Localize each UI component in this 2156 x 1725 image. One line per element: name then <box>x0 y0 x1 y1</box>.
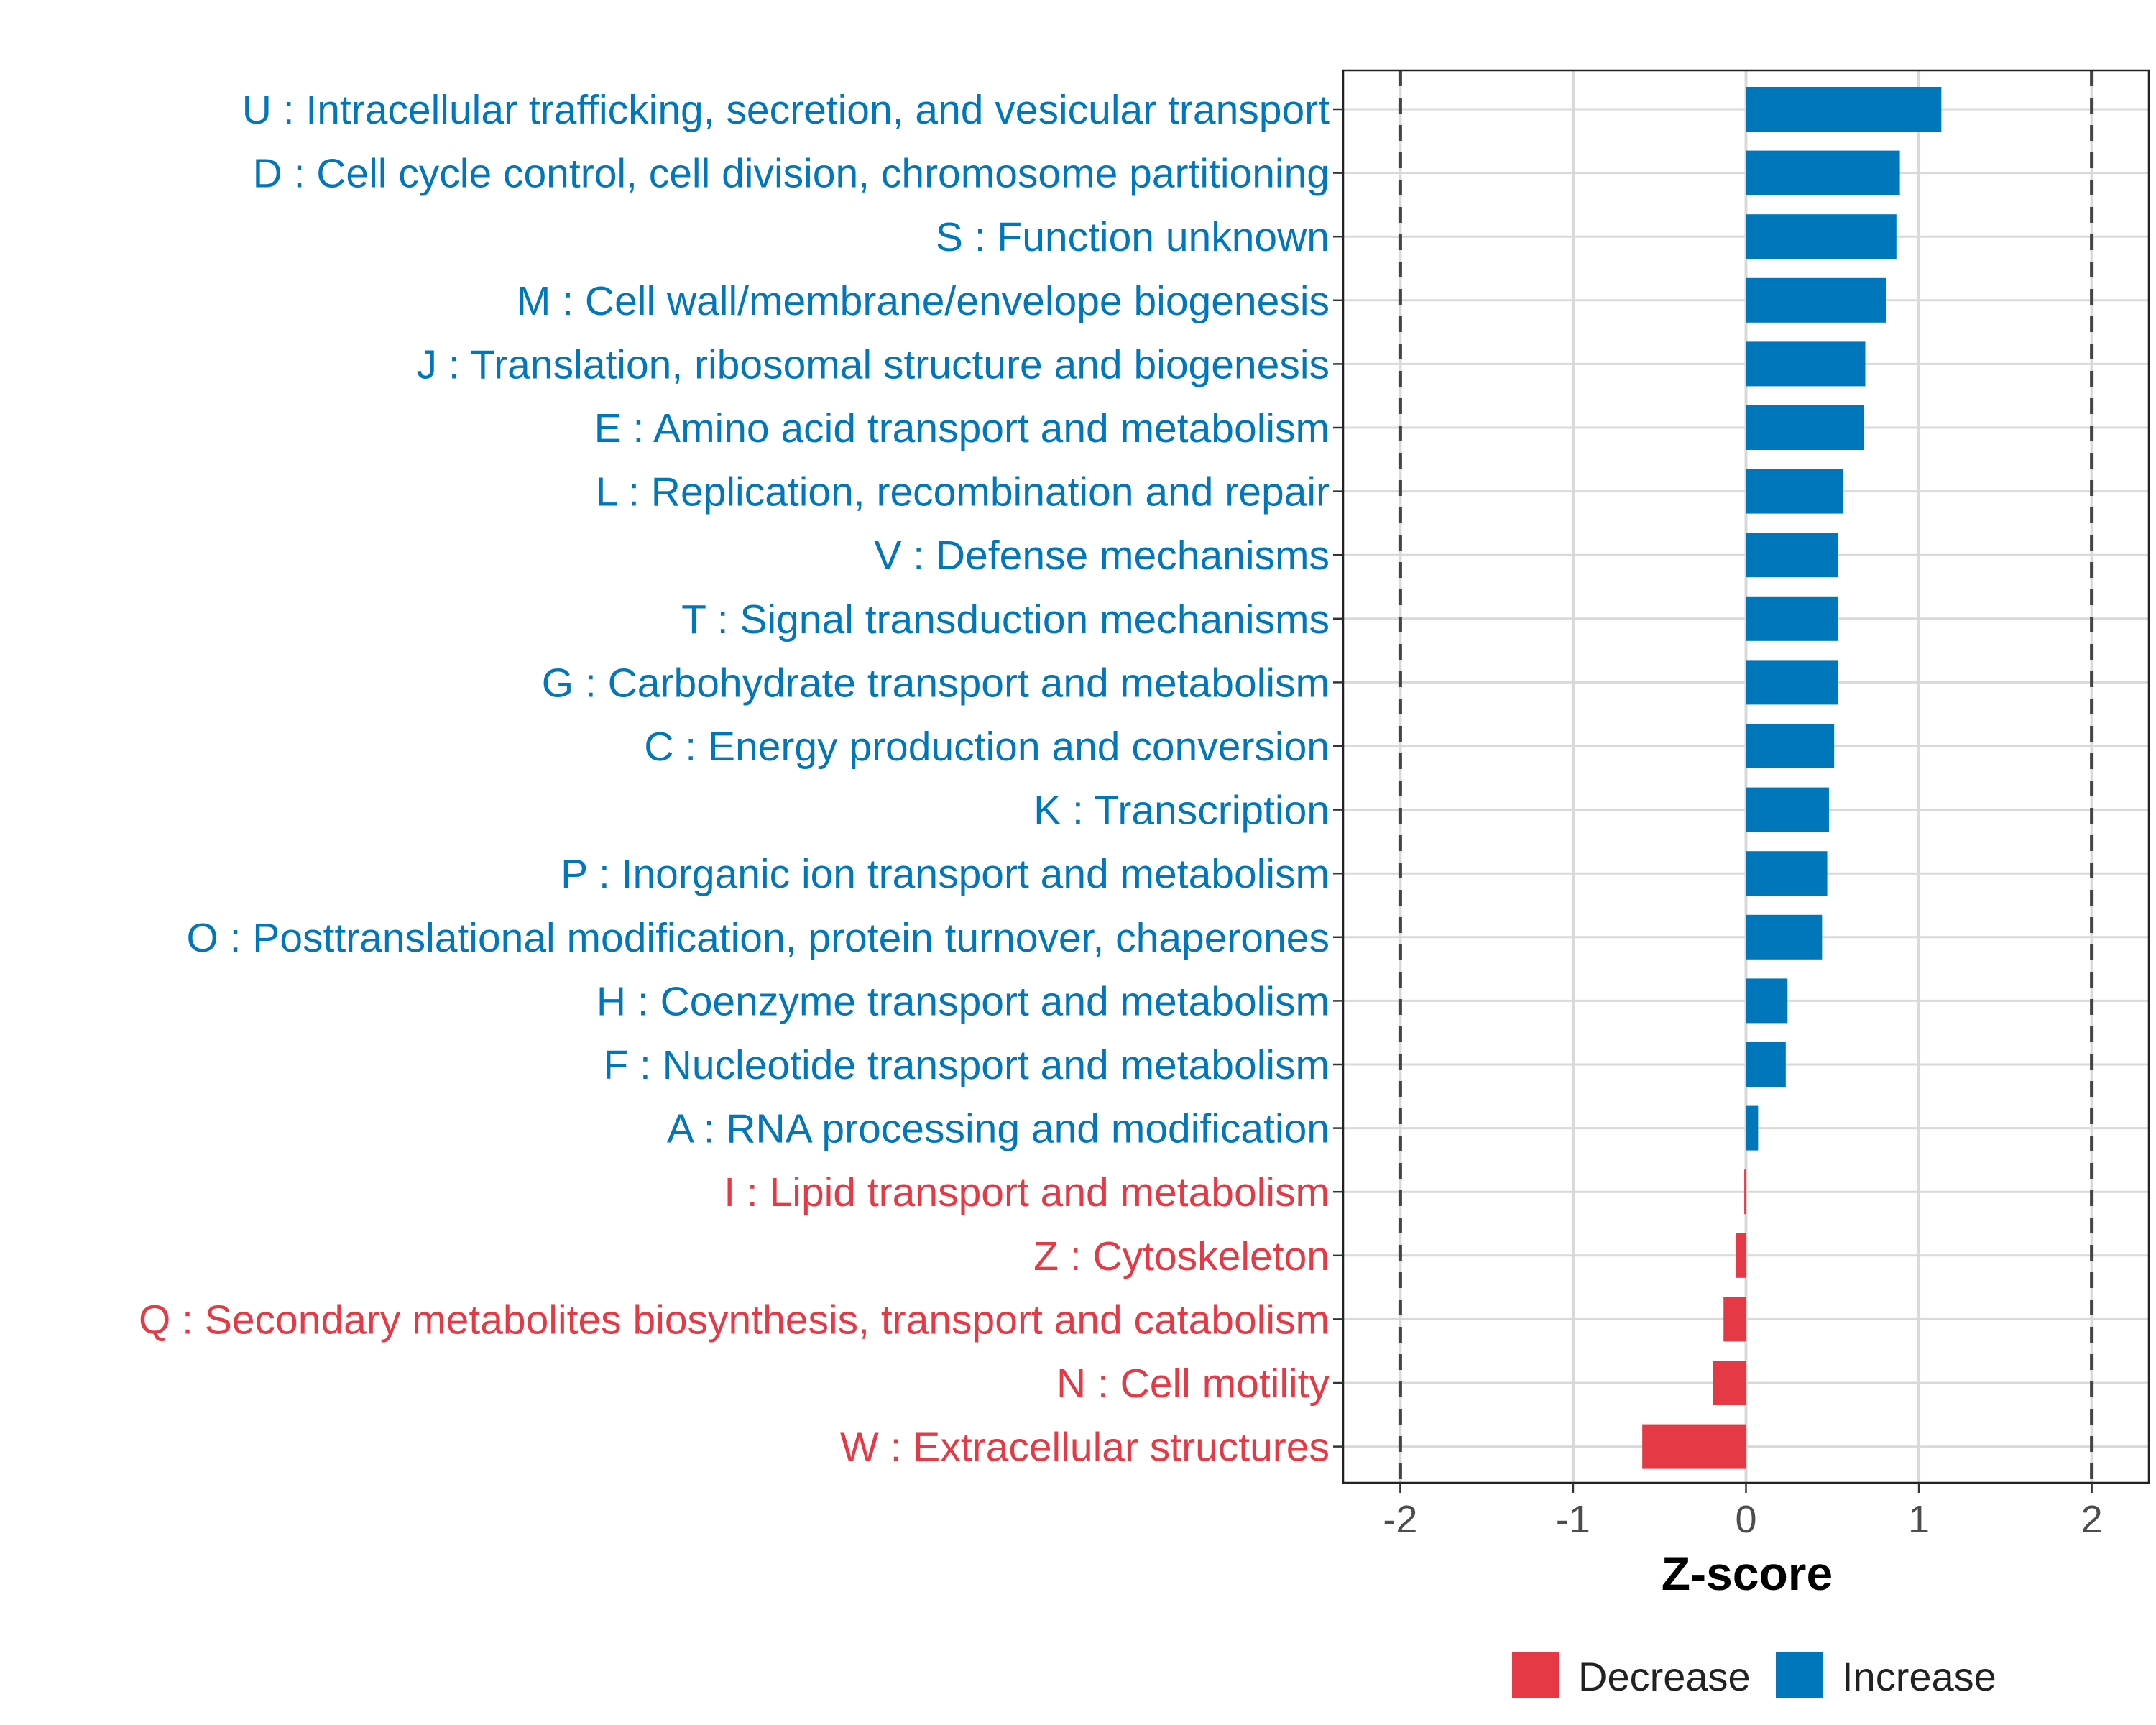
category-label: P : Inorganic ion transport and metaboli… <box>561 851 1330 897</box>
legend-swatch-increase <box>1776 1652 1823 1698</box>
category-label: I : Lipid transport and metabolism <box>724 1169 1330 1215</box>
legend-swatch-decrease <box>1512 1652 1559 1698</box>
legend-label-decrease: Decrease <box>1578 1654 1751 1699</box>
bar <box>1713 1361 1746 1405</box>
bar <box>1746 150 1900 196</box>
bar <box>1746 1105 1759 1151</box>
bar <box>1746 660 1838 705</box>
category-label: E : Amino acid transport and metabolism <box>594 405 1330 451</box>
bar <box>1746 214 1897 259</box>
x-tick-label: 1 <box>1908 1498 1930 1541</box>
bar <box>1723 1297 1746 1342</box>
bar <box>1746 277 1886 323</box>
category-label: A : RNA processing and modification <box>667 1106 1330 1152</box>
category-label: O : Posttranslational modification, prot… <box>186 915 1330 961</box>
category-label: C : Energy production and conversion <box>644 724 1330 770</box>
bar <box>1746 596 1838 641</box>
x-tick-label: -1 <box>1556 1498 1590 1541</box>
category-label: M : Cell wall/membrane/envelope biogenes… <box>517 278 1330 324</box>
x-tick-label: 0 <box>1735 1498 1756 1541</box>
bar <box>1746 851 1828 896</box>
bar <box>1642 1424 1746 1469</box>
category-label: J : Translation, ribosomal structure and… <box>417 341 1330 387</box>
category-label: T : Signal transduction mechanisms <box>681 597 1330 643</box>
category-label: W : Extracellular structures <box>840 1425 1330 1471</box>
category-label: V : Defense mechanisms <box>874 533 1330 579</box>
category-label: F : Nucleotide transport and metabolism <box>603 1042 1330 1088</box>
category-label: S : Function unknown <box>936 214 1330 260</box>
category-label: Q : Secondary metabolites biosynthesis, … <box>139 1297 1330 1343</box>
category-label: N : Cell motility <box>1056 1361 1330 1407</box>
legend: Decrease Increase <box>1512 1652 1996 1699</box>
reference-lines <box>1398 70 2094 1483</box>
category-label: U : Intracellular trafficking, secretion… <box>242 87 1330 133</box>
x-axis-ticks: -2 -1 0 1 2 <box>1383 1483 2103 1541</box>
x-tick-label: 2 <box>2081 1498 2103 1541</box>
bar <box>1736 1233 1746 1278</box>
bar <box>1746 469 1843 514</box>
bar <box>1746 533 1838 578</box>
category-labels: U : Intracellular trafficking, secretion… <box>139 87 1343 1471</box>
bar <box>1746 1042 1786 1087</box>
bar <box>1746 978 1788 1024</box>
category-label: Z : Cytoskeleton <box>1033 1233 1330 1279</box>
bar <box>1746 787 1829 832</box>
legend-label-increase: Increase <box>1842 1654 1996 1699</box>
category-label: L : Replication, recombination and repai… <box>596 469 1330 515</box>
bar <box>1746 914 1823 960</box>
category-label: H : Coenzyme transport and metabolism <box>596 978 1330 1024</box>
bar <box>1746 405 1864 450</box>
bar <box>1746 724 1835 768</box>
x-tick-label: -2 <box>1383 1498 1417 1541</box>
category-label: G : Carbohydrate transport and metabolis… <box>542 660 1330 706</box>
x-axis-title: Z-score <box>1662 1547 1833 1600</box>
bar <box>1744 1169 1746 1215</box>
bar <box>1746 341 1866 387</box>
bar <box>1746 87 1942 132</box>
bars-layer <box>1642 87 1942 1469</box>
category-label: K : Transcription <box>1033 788 1330 834</box>
category-label: D : Cell cycle control, cell division, c… <box>253 151 1330 197</box>
